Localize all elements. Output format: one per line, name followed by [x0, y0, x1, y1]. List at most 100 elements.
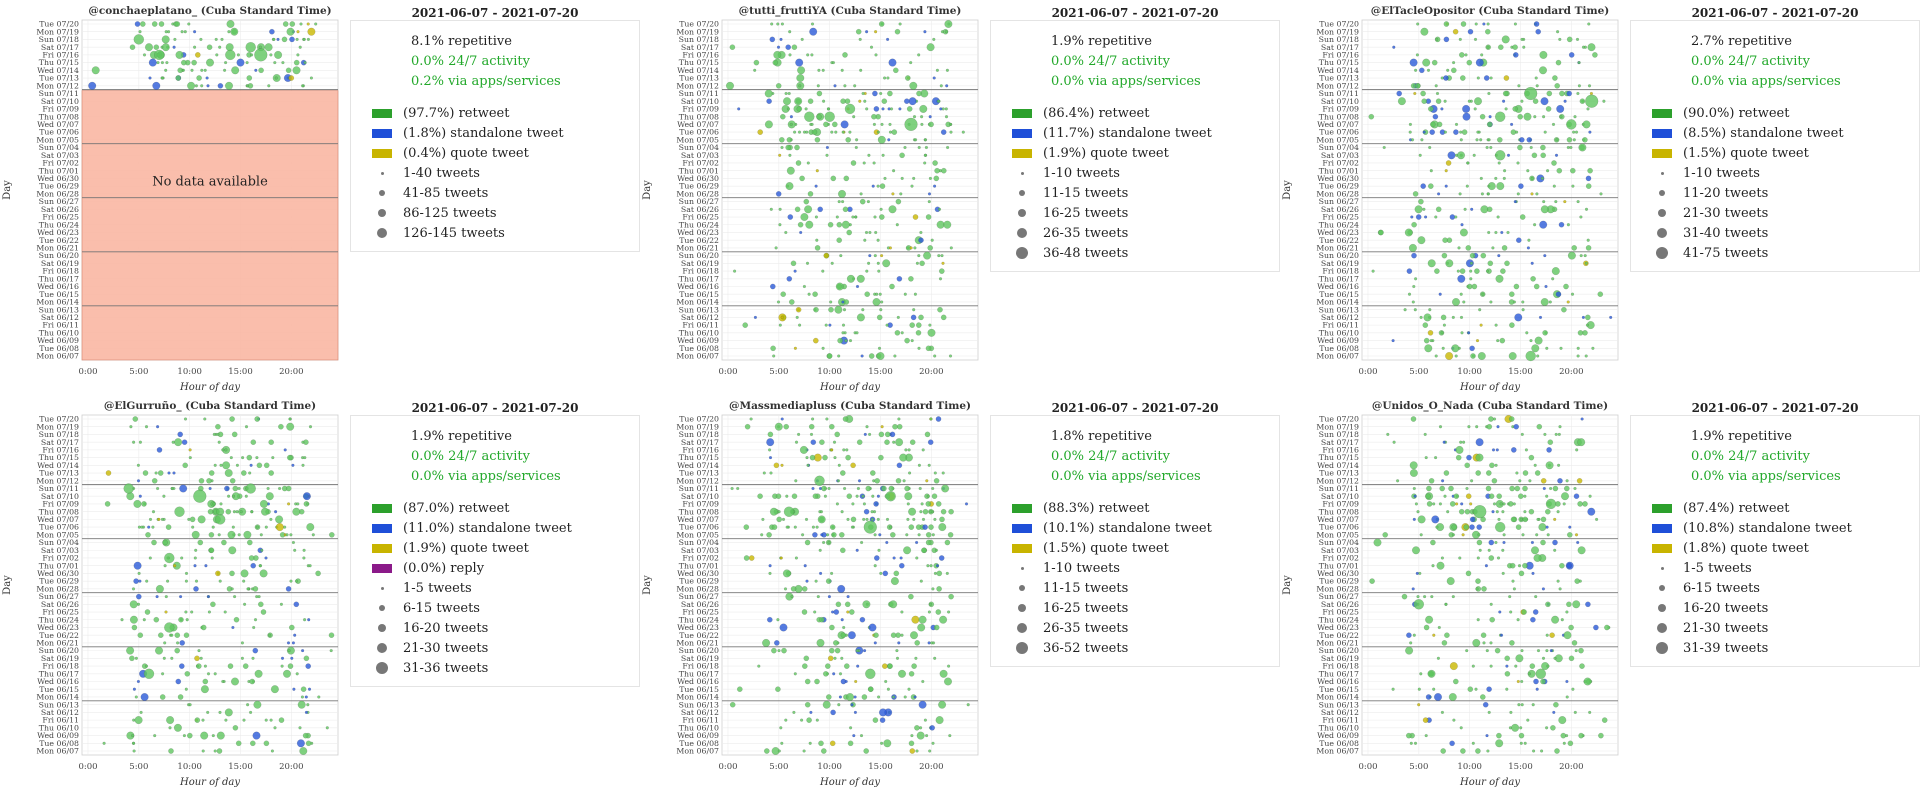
activity-dot	[1432, 113, 1439, 120]
activity-dot	[933, 354, 937, 358]
x-axis-label: Hour of day	[1459, 777, 1520, 788]
activity-dot	[1422, 207, 1426, 211]
activity-dot	[1532, 609, 1539, 615]
activity-dot	[1545, 346, 1549, 350]
x-tick-label: 10:00	[177, 762, 202, 772]
activity-dot	[936, 586, 942, 592]
activity-dot	[1573, 493, 1580, 499]
activity-dot	[1401, 593, 1408, 600]
activity-dot	[1482, 22, 1486, 26]
activity-dot	[1432, 687, 1436, 691]
stat-apps-services: 0.2% via apps/services	[411, 73, 561, 89]
y-tick-label: Mon 06/14	[36, 693, 79, 702]
y-tick-label: Mon 06/28	[676, 189, 719, 198]
activity-dot	[828, 423, 835, 430]
y-tick-label: Wed 06/30	[1317, 569, 1359, 578]
activity-dot	[779, 556, 783, 560]
activity-dot	[1465, 649, 1469, 653]
activity-dot	[1498, 610, 1502, 614]
activity-dot	[178, 616, 184, 623]
activity-dot	[908, 507, 917, 516]
activity-dot	[1441, 346, 1445, 350]
legend-size-label: 21-30 tweets	[1683, 620, 1769, 636]
activity-dot	[1576, 354, 1580, 358]
activity-dot	[855, 548, 859, 552]
activity-dot	[221, 539, 227, 546]
activity-dot	[1459, 138, 1463, 142]
activity-dot	[1552, 75, 1558, 81]
activity-dot	[1559, 562, 1565, 569]
y-tick-label: Wed 06/23	[1317, 623, 1359, 632]
activity-dot	[136, 463, 140, 467]
activity-dot	[1568, 624, 1574, 631]
activity-dot	[948, 734, 952, 738]
activity-dot	[183, 417, 188, 421]
activity-dot	[1545, 633, 1549, 637]
activity-dot	[798, 84, 802, 88]
activity-dot	[164, 622, 175, 633]
activity-dot	[281, 36, 288, 43]
activity-dot	[1441, 640, 1448, 646]
activity-dot	[153, 44, 160, 51]
activity-dot	[1576, 540, 1580, 545]
legend-type-entry: (11.0%) standalone tweet	[351, 518, 572, 538]
activity-dot	[1395, 479, 1400, 483]
activity-dot	[961, 130, 965, 134]
activity-dot	[217, 440, 221, 444]
activity-dot	[783, 423, 789, 430]
activity-dot	[1506, 230, 1510, 235]
activity-dot	[129, 600, 138, 609]
activity-dot	[778, 136, 785, 143]
activity-dot	[822, 454, 828, 461]
activity-dot	[161, 35, 170, 44]
activity-dot	[812, 493, 819, 499]
activity-dot	[1441, 479, 1445, 483]
activity-dot	[842, 308, 847, 312]
activity-dot	[889, 107, 894, 111]
y-tick-label: Wed 06/09	[677, 731, 719, 740]
activity-dot	[782, 569, 791, 578]
y-tick-label: Mon 07/19	[36, 27, 79, 36]
activity-dot	[1442, 323, 1446, 327]
activity-dot	[314, 22, 318, 26]
activity-dot	[1510, 122, 1514, 126]
activity-dot	[215, 53, 219, 57]
activity-dot	[846, 274, 855, 283]
activity-dot	[261, 507, 270, 516]
y-tick-label: Wed 06/16	[677, 282, 719, 291]
activity-dot	[245, 60, 249, 65]
activity-dot	[852, 115, 856, 119]
activity-dot	[201, 718, 205, 722]
activity-dot	[166, 579, 170, 583]
y-tick-label: Thu 06/17	[1319, 274, 1359, 283]
activity-dot	[777, 649, 781, 653]
activity-dot	[895, 478, 902, 484]
activity-dot	[1507, 501, 1514, 507]
activity-dot	[1449, 740, 1455, 747]
legend-size-marker	[369, 586, 395, 590]
activity-dot	[940, 129, 947, 135]
activity-dot	[1428, 308, 1432, 312]
activity-dot	[1459, 440, 1463, 444]
activity-dot	[1586, 107, 1590, 111]
activity-dot	[880, 741, 884, 745]
y-tick-label: Wed 06/09	[1317, 336, 1359, 345]
activity-dot	[944, 677, 953, 686]
activity-dot	[105, 470, 112, 476]
activity-dot	[878, 431, 885, 438]
activity-dot	[838, 672, 843, 676]
legend-size-label: 21-30 tweets	[1683, 205, 1769, 221]
y-tick-label: Fri 07/16	[42, 445, 79, 454]
activity-dot	[1494, 540, 1498, 545]
activity-dot	[1469, 516, 1476, 523]
activity-dot	[1451, 315, 1455, 319]
x-tick-label: 10:00	[1457, 367, 1482, 377]
activity-dot	[199, 656, 203, 660]
activity-dot	[224, 60, 228, 65]
activity-dot	[136, 679, 140, 684]
activity-dot	[194, 84, 198, 88]
activity-dot	[813, 610, 817, 614]
activity-dot	[1430, 595, 1434, 599]
activity-dot	[248, 555, 255, 561]
activity-dot	[1571, 687, 1575, 691]
